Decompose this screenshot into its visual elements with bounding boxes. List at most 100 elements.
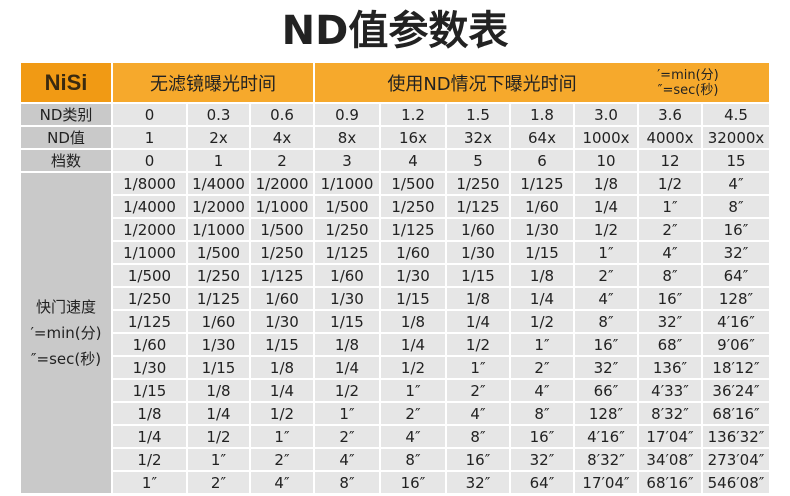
cell: 8″ <box>575 311 637 332</box>
cell: 1″ <box>188 449 249 470</box>
cell: 32″ <box>511 449 573 470</box>
cell: 0.3 <box>188 104 249 125</box>
cell: 1/250 <box>251 242 313 263</box>
cell: 8″ <box>381 449 445 470</box>
row-label: ND类别 <box>21 104 111 125</box>
cell: 1/8 <box>447 288 509 309</box>
cell: 1/8 <box>511 265 573 286</box>
cell: 68′16″ <box>639 472 701 493</box>
cell: 1/30 <box>188 334 249 355</box>
cell: 1/125 <box>113 311 186 332</box>
cell: 64″ <box>511 472 573 493</box>
cell: 1″ <box>113 472 186 493</box>
cell: 16″ <box>639 288 701 309</box>
cell: 0.9 <box>315 104 379 125</box>
cell: 1/4 <box>447 311 509 332</box>
cell: 1″ <box>511 334 573 355</box>
cell: 1/2 <box>575 219 637 240</box>
cell: 1″ <box>381 380 445 401</box>
cell: 8′32″ <box>575 449 637 470</box>
cell: 1″ <box>639 196 701 217</box>
row-label: ND值 <box>21 127 111 148</box>
cell: 1/30 <box>315 288 379 309</box>
header-note: ′=min(分) <box>657 67 719 83</box>
cell: 1/8 <box>575 173 637 194</box>
cell: 1″ <box>447 357 509 378</box>
cell: 4″ <box>315 449 379 470</box>
cell: 1/8 <box>188 380 249 401</box>
cell: 4′16″ <box>575 426 637 447</box>
cell: 3 <box>315 150 379 171</box>
cell: 16″ <box>703 219 769 240</box>
cell: 3.6 <box>639 104 701 125</box>
cell: 1/2 <box>188 426 249 447</box>
cell: 128″ <box>575 403 637 424</box>
cell: 2″ <box>188 472 249 493</box>
cell: 1/2 <box>381 357 445 378</box>
cell: 4000x <box>639 127 701 148</box>
cell: 1 <box>113 127 186 148</box>
cell: 1/60 <box>113 334 186 355</box>
cell: 1″ <box>251 426 313 447</box>
cell: 8x <box>315 127 379 148</box>
cell: 2″ <box>575 265 637 286</box>
cell: 1/4 <box>113 426 186 447</box>
cell: 1/4 <box>188 403 249 424</box>
cell: 1/2 <box>251 403 313 424</box>
cell: 4″ <box>251 472 313 493</box>
cell: 1/8 <box>113 403 186 424</box>
cell: 8″ <box>447 426 509 447</box>
cell: 1/500 <box>381 173 445 194</box>
cell: 16″ <box>511 426 573 447</box>
cell: 4″ <box>575 288 637 309</box>
cell: 1/8000 <box>113 173 186 194</box>
cell: 6 <box>511 150 573 171</box>
speed-label-line: ′=min(分) <box>30 324 102 342</box>
header-note: ″=sec(秒) <box>657 82 719 98</box>
cell: 1/15 <box>381 288 445 309</box>
cell: 4″ <box>703 173 769 194</box>
cell: 1/1000 <box>113 242 186 263</box>
cell: 1/60 <box>188 311 249 332</box>
cell: 1/60 <box>251 288 313 309</box>
cell: 4″ <box>381 426 445 447</box>
cell: 1/500 <box>315 196 379 217</box>
cell: 1/30 <box>447 242 509 263</box>
cell: 34′08″ <box>639 449 701 470</box>
cell: 2″ <box>511 357 573 378</box>
cell: 1.2 <box>381 104 445 125</box>
cell: 1/30 <box>511 219 573 240</box>
cell: 1000x <box>575 127 637 148</box>
cell: 1.5 <box>447 104 509 125</box>
cell: 1/60 <box>511 196 573 217</box>
cell: 1/4000 <box>188 173 249 194</box>
cell: 546′08″ <box>703 472 769 493</box>
cell: 1/500 <box>188 242 249 263</box>
cell: 32x <box>447 127 509 148</box>
cell: 1/1000 <box>188 219 249 240</box>
cell: 1/125 <box>251 265 313 286</box>
cell: 1/125 <box>315 242 379 263</box>
cell: 68″ <box>639 334 701 355</box>
cell: 0.6 <box>251 104 313 125</box>
cell: 1/60 <box>381 242 445 263</box>
cell: 0 <box>113 150 186 171</box>
cell: 32″ <box>575 357 637 378</box>
cell: 2″ <box>315 426 379 447</box>
cell: 1/500 <box>113 265 186 286</box>
cell: 0 <box>113 104 186 125</box>
cell: 1/15 <box>511 242 573 263</box>
cell: 16″ <box>447 449 509 470</box>
cell: 1/250 <box>113 288 186 309</box>
cell: 1/250 <box>315 219 379 240</box>
cell: 36′24″ <box>703 380 769 401</box>
cell: 273′04″ <box>703 449 769 470</box>
cell: 4″ <box>639 242 701 263</box>
cell: 4″ <box>447 403 509 424</box>
cell: 1/500 <box>251 219 313 240</box>
cell: 1/2 <box>315 380 379 401</box>
cell: 128″ <box>703 288 769 309</box>
header-notes: ′=min(分) ″=sec(秒) <box>641 65 735 100</box>
cell: 64″ <box>703 265 769 286</box>
